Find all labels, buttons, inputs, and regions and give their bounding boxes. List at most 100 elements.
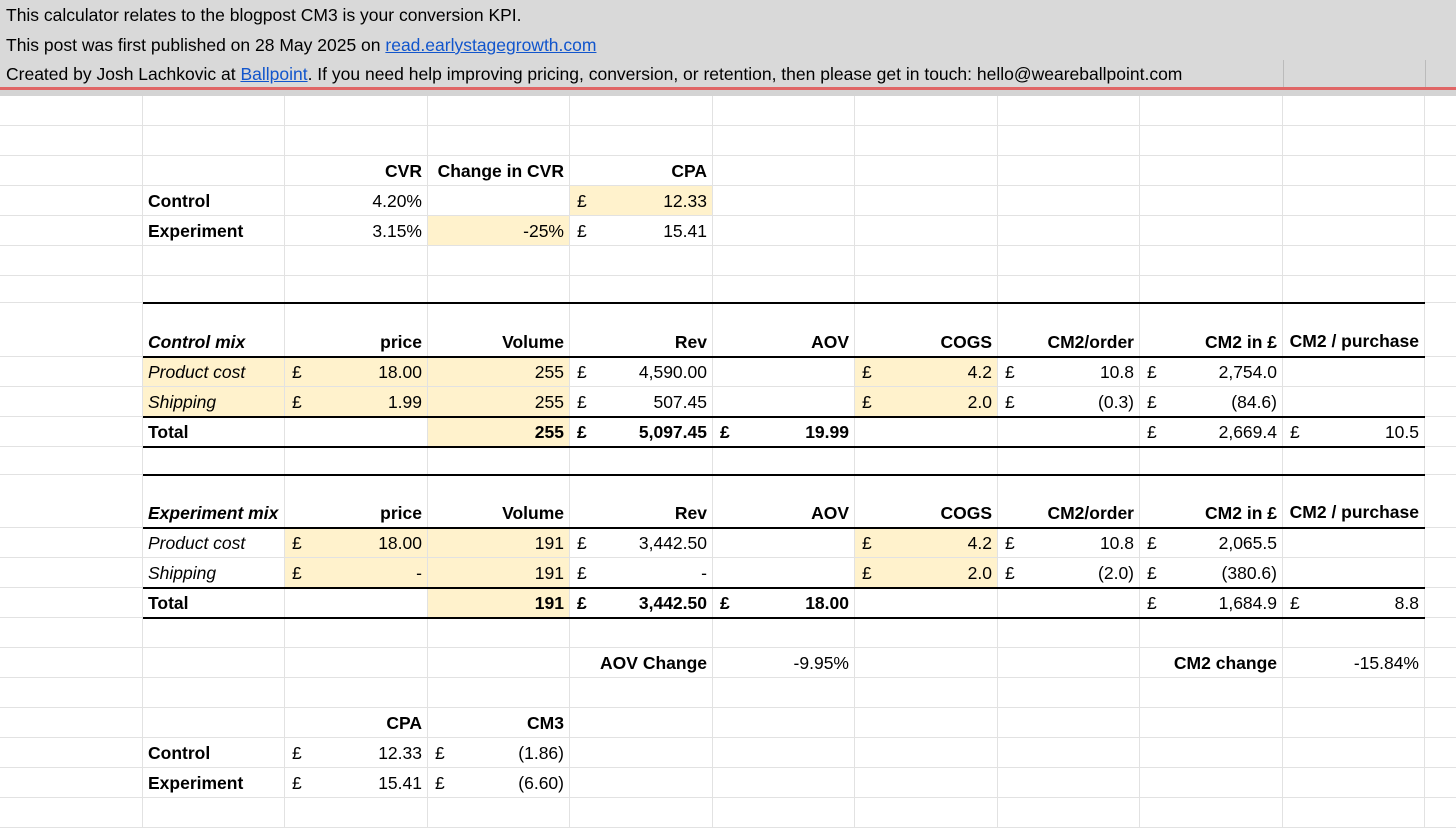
cell[interactable] bbox=[1425, 648, 1456, 678]
cell[interactable] bbox=[0, 528, 143, 558]
cell[interactable]: CM2 in £ bbox=[1140, 303, 1283, 357]
cell[interactable]: £12.33 bbox=[285, 738, 428, 768]
cell[interactable] bbox=[855, 708, 998, 738]
cell[interactable] bbox=[1140, 738, 1283, 768]
cell[interactable] bbox=[998, 276, 1140, 303]
cell[interactable]: CM2/order bbox=[998, 303, 1140, 357]
cell[interactable]: CPA bbox=[285, 708, 428, 738]
cell[interactable] bbox=[0, 558, 143, 588]
cell[interactable] bbox=[1140, 678, 1283, 708]
cell[interactable] bbox=[0, 738, 143, 768]
cell[interactable]: £18.00 bbox=[713, 588, 855, 618]
cell[interactable] bbox=[1140, 186, 1283, 216]
cell[interactable] bbox=[285, 246, 428, 276]
cell[interactable] bbox=[1425, 303, 1456, 357]
cell[interactable] bbox=[713, 357, 855, 387]
cell[interactable] bbox=[1283, 246, 1425, 276]
cell[interactable] bbox=[285, 126, 428, 156]
cell[interactable] bbox=[998, 768, 1140, 798]
cell[interactable] bbox=[998, 96, 1140, 126]
cell[interactable]: £15.41 bbox=[570, 216, 713, 246]
cell[interactable] bbox=[0, 387, 143, 417]
cell[interactable] bbox=[570, 96, 713, 126]
cell[interactable]: Total bbox=[143, 417, 285, 447]
cell[interactable]: Control bbox=[143, 738, 285, 768]
cell[interactable]: AOV bbox=[713, 303, 855, 357]
cell[interactable] bbox=[1283, 678, 1425, 708]
cell[interactable] bbox=[713, 216, 855, 246]
cell[interactable]: £1.99 bbox=[285, 387, 428, 417]
cell[interactable] bbox=[855, 738, 998, 768]
cell[interactable]: -15.84% bbox=[1283, 648, 1425, 678]
cell[interactable] bbox=[1425, 186, 1456, 216]
cell[interactable] bbox=[998, 186, 1140, 216]
cell[interactable] bbox=[713, 246, 855, 276]
cell[interactable] bbox=[713, 558, 855, 588]
cell[interactable] bbox=[428, 678, 570, 708]
cell[interactable] bbox=[1425, 588, 1456, 618]
cell[interactable] bbox=[1283, 126, 1425, 156]
cell[interactable] bbox=[855, 447, 998, 475]
cell[interactable]: price bbox=[285, 475, 428, 528]
cell[interactable] bbox=[998, 216, 1140, 246]
cell[interactable] bbox=[143, 648, 285, 678]
cell[interactable]: £8.8 bbox=[1283, 588, 1425, 618]
cell[interactable] bbox=[1425, 768, 1456, 798]
cell[interactable] bbox=[285, 447, 428, 475]
cell[interactable]: COGS bbox=[855, 475, 998, 528]
cell[interactable]: £ - bbox=[285, 558, 428, 588]
cell[interactable] bbox=[1425, 357, 1456, 387]
cell[interactable] bbox=[855, 156, 998, 186]
cell[interactable] bbox=[1140, 246, 1283, 276]
cell[interactable] bbox=[1425, 618, 1456, 648]
cell[interactable] bbox=[855, 417, 998, 447]
cell[interactable] bbox=[143, 618, 285, 648]
cell[interactable] bbox=[143, 447, 285, 475]
cell[interactable] bbox=[713, 528, 855, 558]
cell[interactable] bbox=[428, 648, 570, 678]
cell[interactable]: 255 bbox=[428, 417, 570, 447]
cell[interactable]: £5,097.45 bbox=[570, 417, 713, 447]
cell[interactable] bbox=[713, 738, 855, 768]
cell[interactable] bbox=[143, 96, 285, 126]
cell[interactable] bbox=[1425, 126, 1456, 156]
cell[interactable] bbox=[1283, 618, 1425, 648]
cell[interactable]: Volume bbox=[428, 303, 570, 357]
cell[interactable]: £10.8 bbox=[998, 357, 1140, 387]
cell[interactable] bbox=[428, 798, 570, 828]
cell[interactable] bbox=[998, 648, 1140, 678]
cell[interactable] bbox=[570, 708, 713, 738]
cell[interactable] bbox=[570, 447, 713, 475]
cell[interactable] bbox=[855, 96, 998, 126]
cell[interactable]: Product cost bbox=[143, 528, 285, 558]
cell[interactable] bbox=[713, 678, 855, 708]
cell[interactable] bbox=[143, 246, 285, 276]
cell[interactable] bbox=[1425, 678, 1456, 708]
cell[interactable] bbox=[1283, 768, 1425, 798]
cell[interactable] bbox=[1283, 708, 1425, 738]
cell[interactable] bbox=[998, 447, 1140, 475]
cell[interactable] bbox=[713, 798, 855, 828]
cell[interactable] bbox=[285, 798, 428, 828]
cell[interactable] bbox=[998, 246, 1140, 276]
cell[interactable]: -25% bbox=[428, 216, 570, 246]
cell[interactable] bbox=[1140, 276, 1283, 303]
cell[interactable] bbox=[1425, 156, 1456, 186]
cell[interactable]: £ (0.3) bbox=[998, 387, 1140, 417]
cell[interactable]: £2.0 bbox=[855, 387, 998, 417]
cell[interactable] bbox=[1140, 156, 1283, 186]
cell[interactable] bbox=[713, 276, 855, 303]
cell[interactable]: £ (6.60) bbox=[428, 768, 570, 798]
cell[interactable] bbox=[143, 678, 285, 708]
cell[interactable] bbox=[428, 618, 570, 648]
cell[interactable] bbox=[1425, 558, 1456, 588]
cell[interactable]: £2.0 bbox=[855, 558, 998, 588]
cell[interactable]: Change in CVR bbox=[428, 156, 570, 186]
cell[interactable]: CM2 / purchase bbox=[1283, 475, 1425, 528]
cell[interactable] bbox=[285, 618, 428, 648]
cell[interactable] bbox=[713, 186, 855, 216]
cell[interactable] bbox=[0, 678, 143, 708]
cell[interactable] bbox=[285, 96, 428, 126]
cell[interactable] bbox=[998, 156, 1140, 186]
cell[interactable] bbox=[0, 768, 143, 798]
